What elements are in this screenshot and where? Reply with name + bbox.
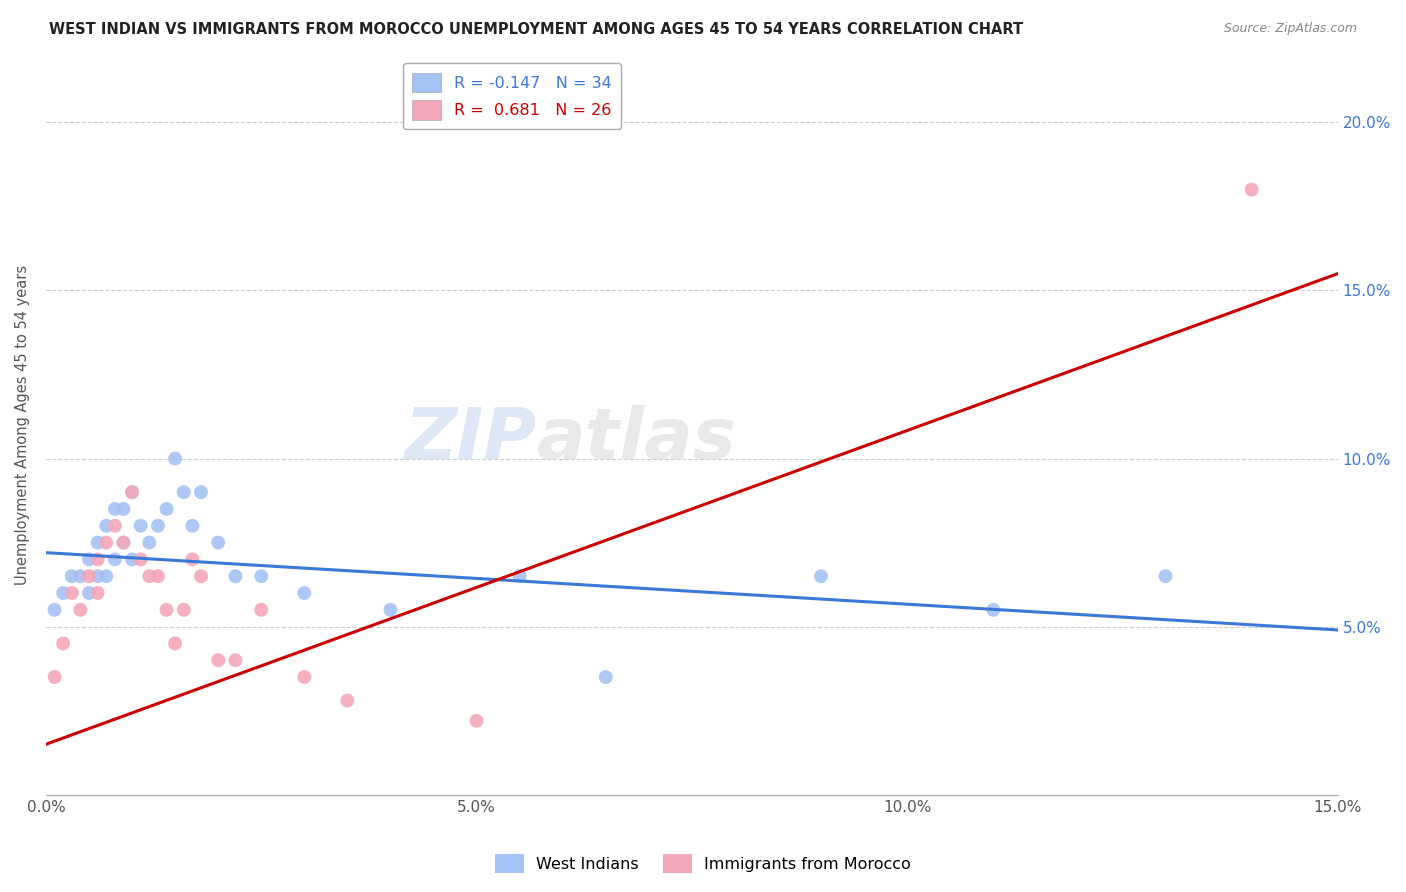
Point — [155, 603, 177, 617]
Point — [44, 603, 66, 617]
Legend: R = -0.147   N = 34, R =  0.681   N = 26: R = -0.147 N = 34, R = 0.681 N = 26 — [402, 63, 621, 129]
Point — [121, 552, 143, 566]
Point — [121, 485, 143, 500]
Point — [165, 451, 187, 466]
Point — [96, 518, 118, 533]
Point — [69, 569, 91, 583]
Point — [224, 569, 246, 583]
Point — [181, 552, 204, 566]
Point — [121, 485, 143, 500]
Point — [96, 569, 118, 583]
Point — [155, 502, 177, 516]
Point — [112, 535, 135, 549]
Point — [86, 586, 108, 600]
Point — [104, 552, 127, 566]
Point — [77, 552, 100, 566]
Point — [112, 535, 135, 549]
Y-axis label: Unemployment Among Ages 45 to 54 years: Unemployment Among Ages 45 to 54 years — [15, 265, 30, 585]
Point — [1154, 569, 1177, 583]
Point — [595, 670, 617, 684]
Point — [86, 569, 108, 583]
Point — [104, 518, 127, 533]
Point — [380, 603, 402, 617]
Point — [190, 569, 212, 583]
Point — [138, 535, 160, 549]
Point — [96, 535, 118, 549]
Point — [44, 670, 66, 684]
Point — [146, 569, 169, 583]
Point — [810, 569, 832, 583]
Point — [104, 502, 127, 516]
Point — [224, 653, 246, 667]
Point — [292, 670, 315, 684]
Text: WEST INDIAN VS IMMIGRANTS FROM MOROCCO UNEMPLOYMENT AMONG AGES 45 TO 54 YEARS CO: WEST INDIAN VS IMMIGRANTS FROM MOROCCO U… — [49, 22, 1024, 37]
Point — [138, 569, 160, 583]
Point — [69, 603, 91, 617]
Point — [173, 485, 195, 500]
Point — [250, 603, 273, 617]
Point — [1240, 183, 1263, 197]
Point — [981, 603, 1004, 617]
Point — [207, 653, 229, 667]
Point — [190, 485, 212, 500]
Point — [292, 586, 315, 600]
Text: ZIP: ZIP — [405, 405, 537, 475]
Point — [60, 586, 83, 600]
Point — [129, 518, 152, 533]
Point — [465, 714, 488, 728]
Point — [165, 636, 187, 650]
Point — [86, 552, 108, 566]
Point — [129, 552, 152, 566]
Point — [86, 535, 108, 549]
Point — [60, 569, 83, 583]
Point — [181, 518, 204, 533]
Legend: West Indians, Immigrants from Morocco: West Indians, Immigrants from Morocco — [488, 847, 918, 880]
Point — [146, 518, 169, 533]
Point — [77, 586, 100, 600]
Point — [509, 569, 531, 583]
Point — [173, 603, 195, 617]
Point — [250, 569, 273, 583]
Point — [336, 693, 359, 707]
Point — [77, 569, 100, 583]
Text: atlas: atlas — [537, 405, 737, 475]
Text: Source: ZipAtlas.com: Source: ZipAtlas.com — [1223, 22, 1357, 36]
Point — [52, 586, 75, 600]
Point — [52, 636, 75, 650]
Point — [112, 502, 135, 516]
Point — [207, 535, 229, 549]
